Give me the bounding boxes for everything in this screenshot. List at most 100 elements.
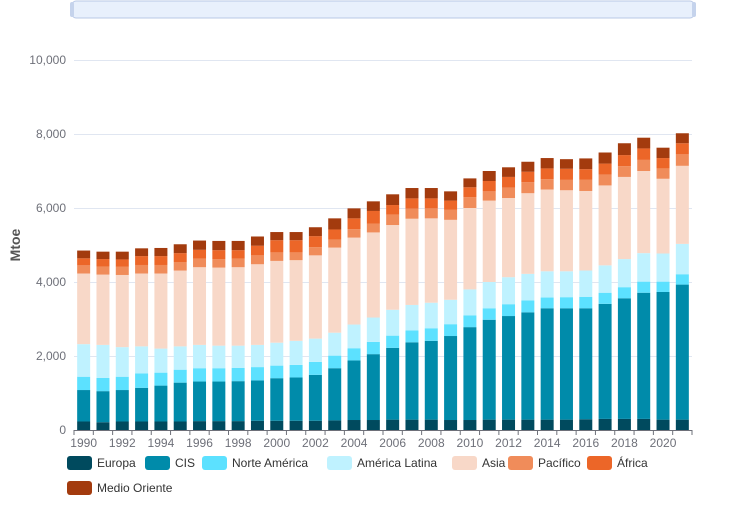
bar-medio-oriente-2017[interactable]: [598, 152, 612, 164]
bar-stack-2009[interactable]: [444, 191, 458, 430]
bar-áfrica-2019[interactable]: [637, 148, 651, 160]
bar-medio-oriente-2014[interactable]: [540, 158, 554, 169]
bar-asia-2001[interactable]: [289, 260, 303, 341]
bar-áfrica-1993[interactable]: [135, 256, 149, 265]
bar-europa-2006[interactable]: [386, 419, 400, 430]
bar-cis-1993[interactable]: [135, 387, 149, 422]
bar-américa-latina-2012[interactable]: [502, 277, 516, 305]
bar-norte-américa-2006[interactable]: [386, 335, 400, 348]
bar-pacífico-2016[interactable]: [579, 179, 593, 191]
legend-item-pacífico[interactable]: Pacífico: [508, 456, 581, 470]
bar-áfrica-1990[interactable]: [77, 258, 91, 266]
bar-pacífico-2008[interactable]: [424, 208, 438, 219]
bar-medio-oriente-2013[interactable]: [521, 161, 535, 172]
bar-áfrica-1997[interactable]: [212, 250, 226, 260]
bar-norte-américa-1999[interactable]: [250, 367, 264, 381]
bar-américa-latina-1997[interactable]: [212, 345, 226, 369]
bar-cis-2010[interactable]: [463, 327, 477, 421]
bar-europa-1999[interactable]: [250, 420, 264, 430]
bar-pacífico-2001[interactable]: [289, 252, 303, 261]
bar-áfrica-2002[interactable]: [308, 236, 322, 248]
bar-cis-2011[interactable]: [482, 319, 496, 420]
bar-medio-oriente-2012[interactable]: [502, 167, 516, 177]
bar-stack-2008[interactable]: [424, 188, 438, 430]
bar-asia-2007[interactable]: [405, 218, 419, 305]
bar-pacífico-1991[interactable]: [96, 266, 110, 275]
bar-cis-1990[interactable]: [77, 390, 91, 422]
bar-pacífico-2007[interactable]: [405, 208, 419, 219]
bar-norte-américa-2021[interactable]: [675, 274, 689, 285]
bar-américa-latina-2014[interactable]: [540, 271, 554, 298]
bar-cis-2020[interactable]: [656, 291, 670, 420]
bar-cis-1995[interactable]: [173, 382, 187, 422]
bar-pacífico-1999[interactable]: [250, 255, 264, 265]
bar-cis-2015[interactable]: [559, 308, 573, 420]
bar-américa-latina-1995[interactable]: [173, 346, 187, 370]
bar-pacífico-2005[interactable]: [366, 223, 380, 233]
bar-pacífico-2017[interactable]: [598, 174, 612, 186]
bar-áfrica-2006[interactable]: [386, 205, 400, 215]
bar-áfrica-2020[interactable]: [656, 158, 670, 169]
legend-item-américa-latina[interactable]: América Latina: [327, 456, 437, 470]
bar-stack-2004[interactable]: [347, 208, 361, 430]
bar-asia-2018[interactable]: [617, 176, 631, 260]
bar-américa-latina-2020[interactable]: [656, 253, 670, 282]
bar-asia-2013[interactable]: [521, 193, 535, 274]
bar-pacífico-1998[interactable]: [231, 258, 245, 268]
bar-cis-2013[interactable]: [521, 312, 535, 420]
bar-europa-1996[interactable]: [193, 421, 207, 430]
bar-europa-1997[interactable]: [212, 421, 226, 430]
bar-cis-2017[interactable]: [598, 303, 612, 419]
bar-américa-latina-2004[interactable]: [347, 324, 361, 349]
bar-cis-1997[interactable]: [212, 381, 226, 422]
legend-item-cis[interactable]: CIS: [145, 456, 195, 470]
bar-norte-américa-2004[interactable]: [347, 348, 361, 361]
bar-europa-2015[interactable]: [559, 419, 573, 430]
bar-asia-1990[interactable]: [77, 273, 91, 345]
bar-asia-1994[interactable]: [154, 273, 168, 349]
bar-cis-2007[interactable]: [405, 342, 419, 420]
bar-asia-2012[interactable]: [502, 198, 516, 278]
bar-stack-1999[interactable]: [250, 236, 264, 430]
bar-europa-2019[interactable]: [637, 418, 651, 430]
bar-medio-oriente-2005[interactable]: [366, 201, 380, 211]
bar-norte-américa-1995[interactable]: [173, 369, 187, 383]
bar-medio-oriente-2006[interactable]: [386, 194, 400, 206]
bar-asia-1995[interactable]: [173, 270, 187, 347]
bar-norte-américa-1996[interactable]: [193, 368, 207, 382]
legend-item-asia[interactable]: Asia: [452, 456, 506, 470]
bar-europa-2016[interactable]: [579, 419, 593, 430]
bar-medio-oriente-1999[interactable]: [250, 236, 264, 246]
bar-américa-latina-2021[interactable]: [675, 243, 689, 275]
bar-áfrica-1992[interactable]: [115, 259, 129, 267]
bar-stack-1997[interactable]: [212, 240, 226, 430]
bar-stack-1992[interactable]: [115, 251, 129, 430]
zoom-slider[interactable]: [71, 0, 695, 19]
bar-medio-oriente-1995[interactable]: [173, 244, 187, 254]
bar-asia-2016[interactable]: [579, 190, 593, 271]
bar-stack-2017[interactable]: [598, 152, 612, 431]
bar-pacífico-2012[interactable]: [502, 187, 516, 199]
bar-asia-1991[interactable]: [96, 274, 110, 345]
bar-stack-2002[interactable]: [308, 227, 322, 430]
bar-américa-latina-1991[interactable]: [96, 344, 110, 378]
bar-norte-américa-2018[interactable]: [617, 287, 631, 299]
bar-medio-oriente-2011[interactable]: [482, 171, 496, 181]
bar-stack-2012[interactable]: [502, 167, 516, 430]
legend-item-áfrica[interactable]: África: [587, 455, 648, 470]
bar-áfrica-1994[interactable]: [154, 256, 168, 265]
legend-item-norte-américa[interactable]: Norte América: [202, 456, 308, 470]
bar-asia-2010[interactable]: [463, 208, 477, 290]
bar-áfrica-2009[interactable]: [444, 200, 458, 210]
bar-pacífico-2003[interactable]: [328, 239, 342, 248]
zoom-slider-handle-right[interactable]: [692, 2, 696, 17]
bar-pacífico-1995[interactable]: [173, 262, 187, 271]
bar-norte-américa-2008[interactable]: [424, 328, 438, 341]
bar-medio-oriente-2008[interactable]: [424, 188, 438, 199]
bar-stack-2005[interactable]: [366, 201, 380, 430]
bar-asia-2003[interactable]: [328, 247, 342, 333]
bar-medio-oriente-2018[interactable]: [617, 143, 631, 156]
bar-cis-2004[interactable]: [347, 360, 361, 421]
bar-norte-américa-2015[interactable]: [559, 297, 573, 309]
legend-item-europa[interactable]: Europa: [67, 456, 136, 470]
